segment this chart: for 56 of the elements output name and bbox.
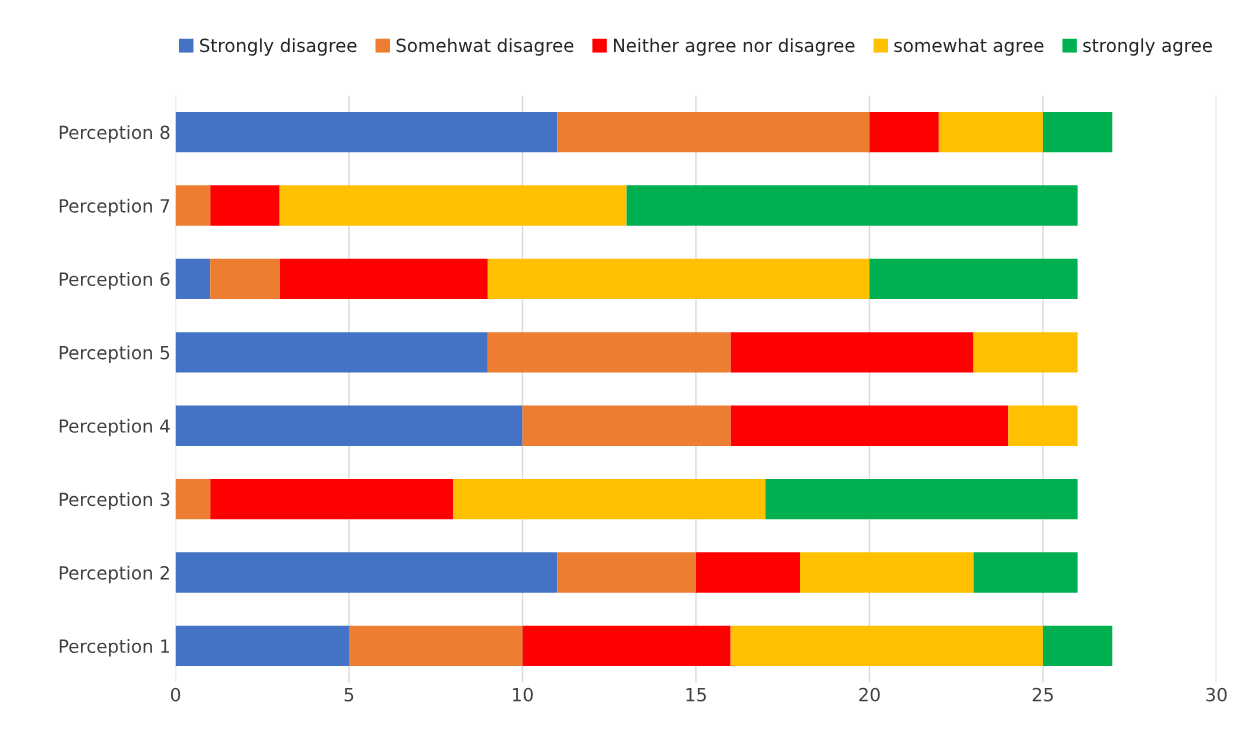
- bar: [973, 332, 1078, 373]
- y-tick-label: Perception 8: [59, 125, 170, 143]
- bar: [210, 258, 280, 300]
- x-tick-label: 20: [859, 687, 880, 702]
- legend-label: Strongly disagree: [200, 38, 357, 56]
- bar: [730, 405, 1009, 446]
- bar: [279, 258, 488, 300]
- bar: [175, 111, 558, 153]
- legend-label: Somehwat disagree: [396, 38, 574, 56]
- y-tick-label: Perception 3: [59, 492, 170, 510]
- bar: [175, 478, 211, 520]
- bar: [938, 111, 1043, 153]
- bar: [557, 552, 696, 593]
- bar: [175, 185, 211, 226]
- legend-label: Neither agree nor disagree: [614, 38, 855, 56]
- x-tick-label: 15: [686, 688, 706, 702]
- y-tick-label: Perception 5: [59, 345, 170, 363]
- bar: [1042, 625, 1113, 667]
- y-tick-label: Perception 4: [59, 418, 170, 437]
- x-tick-label: 10: [513, 687, 533, 702]
- bar: [800, 552, 974, 593]
- bar: [279, 185, 627, 226]
- x-tick-label: 0: [171, 687, 181, 702]
- bar: [210, 185, 280, 226]
- y-tick-label: Perception 2: [59, 565, 169, 584]
- bar: [210, 478, 454, 520]
- x-tick-label: 30: [1206, 687, 1227, 702]
- x-tick-label: 5: [344, 688, 354, 702]
- bar: [557, 111, 870, 153]
- bar: [175, 332, 488, 373]
- bar: [1008, 405, 1078, 446]
- bar: [522, 625, 731, 667]
- legend-label: strongly agree: [1083, 38, 1212, 56]
- bar: [487, 258, 870, 300]
- bar: [453, 478, 766, 520]
- bar: [349, 625, 523, 667]
- bar: [730, 625, 1043, 667]
- bar: [487, 332, 731, 373]
- bar: [175, 552, 558, 593]
- y-tick-label: Perception 1: [59, 639, 170, 657]
- bar: [695, 552, 801, 593]
- bar: [765, 478, 1078, 520]
- bar: [626, 185, 1078, 226]
- x-tick-label: 25: [1032, 687, 1053, 702]
- y-tick-label: Perception 7: [59, 198, 170, 217]
- bar: [522, 405, 731, 446]
- bar: [869, 258, 1078, 300]
- bar: [175, 258, 211, 300]
- bar: [730, 332, 974, 373]
- bar: [175, 625, 350, 667]
- y-tick-label: Perception 6: [59, 272, 170, 290]
- bar: [973, 552, 1078, 593]
- legend-label: somewhat agree: [894, 38, 1044, 56]
- bar: [1042, 111, 1113, 153]
- bar: [175, 405, 523, 446]
- bar: [869, 111, 939, 153]
